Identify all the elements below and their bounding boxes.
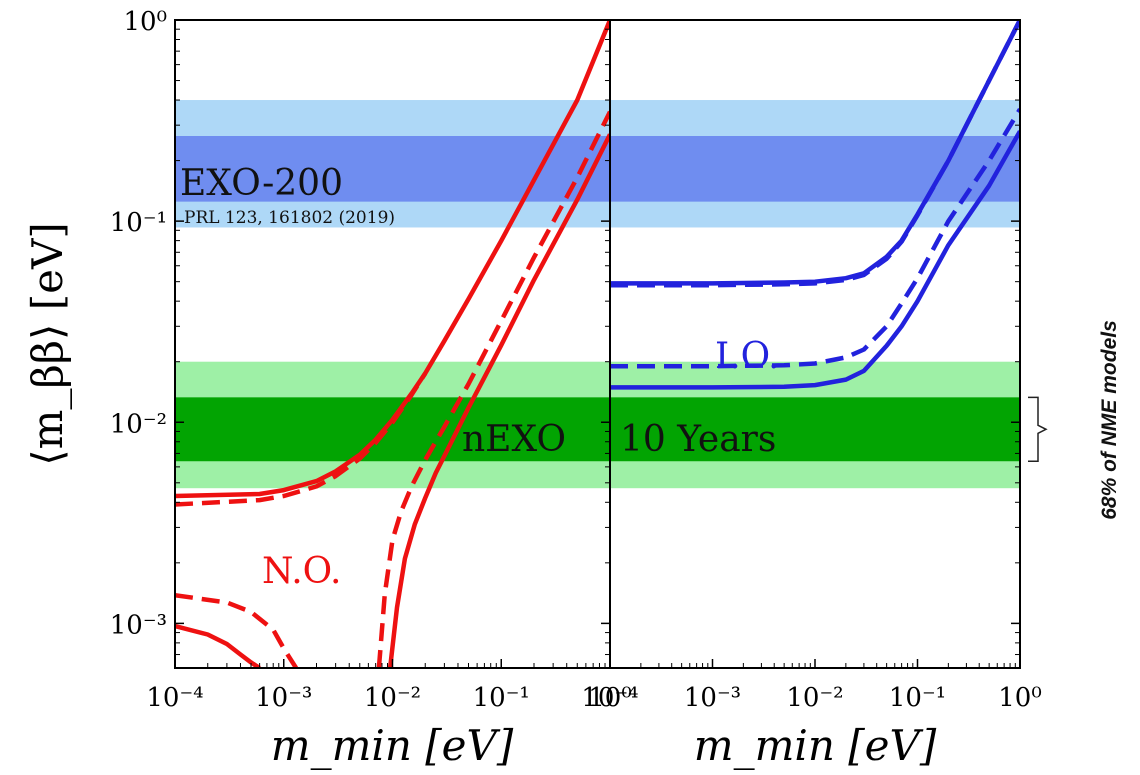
band-inner-nexo-right bbox=[610, 397, 1020, 462]
y-tick-label: 10⁻¹ bbox=[110, 208, 167, 238]
curve-left-solid-0 bbox=[175, 20, 610, 499]
x-tick-label-right: 10⁻¹ bbox=[889, 683, 946, 713]
curve-left-solid-4 bbox=[387, 133, 610, 668]
exo-200-label: EXO-200 bbox=[180, 163, 343, 204]
x-tick-label-left: 10⁻³ bbox=[255, 683, 312, 713]
y-axis-label: ⟨m_ββ⟩ [eV] bbox=[23, 222, 72, 465]
x-tick-label-left: 10⁻⁴ bbox=[146, 683, 203, 713]
x-tick-label-left: 10⁻² bbox=[364, 683, 421, 713]
bands-right-panel bbox=[610, 100, 1020, 489]
band-inner-nexo-left bbox=[175, 397, 610, 462]
nexo-label: nEXO bbox=[462, 419, 566, 460]
bands-left-panel bbox=[175, 100, 610, 489]
curve-left-solid-2 bbox=[175, 623, 261, 668]
x-tick-label-right: 10⁰ bbox=[998, 683, 1042, 713]
x-tick-label-left: 10⁻¹ bbox=[473, 683, 530, 713]
nme-bracket bbox=[1028, 396, 1048, 462]
curve-right-dashed-8 bbox=[610, 108, 1020, 369]
curves-layer bbox=[175, 20, 1020, 668]
x-tick-label-right: 10⁻² bbox=[786, 683, 843, 713]
inverted-ordering-label: I.O. bbox=[715, 336, 780, 377]
x-tick-label-right: 10⁻³ bbox=[684, 683, 741, 713]
x-axis-label-right: m_min [eV] bbox=[694, 721, 937, 770]
y-tick-label: 10⁰ bbox=[123, 7, 167, 37]
nexo-years-label: 10 Years bbox=[620, 419, 776, 460]
band-inner-exo-200-left bbox=[175, 136, 610, 202]
x-tick-label-right: 10⁻⁴ bbox=[581, 683, 638, 713]
normal-ordering-label: N.O. bbox=[262, 551, 342, 592]
x-tick-label-left: 10⁰ bbox=[588, 683, 632, 713]
y-tick-label: 10⁻³ bbox=[110, 610, 167, 640]
x-axis-label-left: m_min [eV] bbox=[271, 721, 514, 770]
curve-left-dashed-1 bbox=[175, 372, 428, 507]
curve-left-dashed-5 bbox=[376, 110, 610, 668]
exo-200-reference: PRL 123, 161802 (2019) bbox=[184, 208, 395, 228]
nme-models-note: 68% of NME models bbox=[1098, 320, 1121, 520]
curve-left-dashed-3 bbox=[175, 592, 299, 668]
band-inner-exo-200-right bbox=[610, 136, 1020, 202]
y-tick-label: 10⁻² bbox=[110, 409, 167, 439]
curve-right-solid-9 bbox=[610, 130, 1020, 390]
curve-right-dashed-7 bbox=[610, 20, 1020, 288]
